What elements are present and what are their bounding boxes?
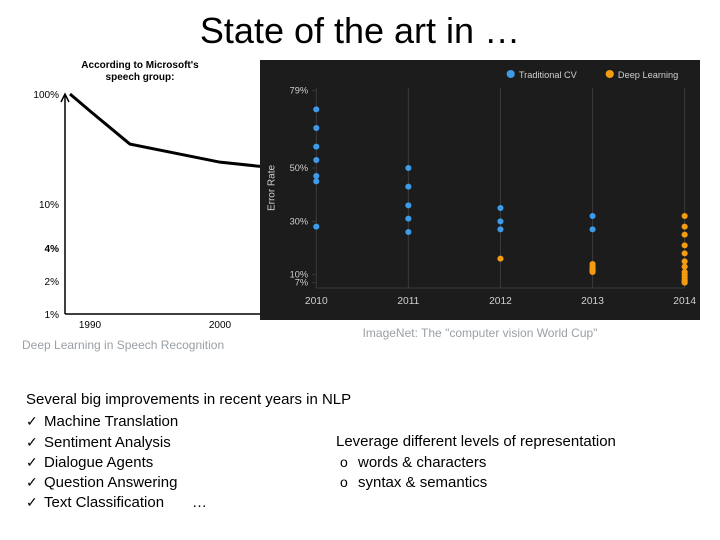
svg-text:1%: 1% — [45, 310, 60, 321]
left-chart-caption: Deep Learning in Speech Recognition — [20, 338, 260, 352]
svg-text:2000: 2000 — [209, 320, 232, 331]
svg-text:Error Rate: Error Rate — [266, 165, 277, 211]
o-list: words & characterssyntax & semantics — [336, 453, 700, 494]
o-item: words & characters — [336, 453, 700, 473]
imagenet-scatter-chart: Traditional CV Deep Learning Error Rate 201… — [260, 60, 700, 320]
slide-title: State of the art in … — [0, 0, 720, 60]
check-item: Sentiment Analysis — [26, 433, 336, 453]
intro-line: Several big improvements in recent years… — [26, 390, 700, 410]
svg-text:2011: 2011 — [397, 296, 419, 307]
svg-text:7%: 7% — [295, 278, 308, 288]
svg-text:100%: 100% — [33, 90, 59, 101]
right-chart-caption: ImageNet: The "computer vision World Cup… — [260, 326, 700, 340]
left-header-line2: speech group: — [106, 72, 175, 83]
svg-text:30%: 30% — [290, 216, 308, 226]
svg-text:2%: 2% — [45, 277, 60, 288]
left-chart-header: According to Microsoft's speech group: — [20, 60, 260, 84]
svg-text:2012: 2012 — [489, 296, 512, 307]
check-item: Machine Translation — [26, 412, 336, 432]
left-chart-container: According to Microsoft's speech group: 1… — [20, 60, 260, 352]
left-header-line1: According to Microsoft's — [81, 60, 198, 71]
svg-text:1990: 1990 — [79, 320, 102, 331]
leverage-heading: Leverage different levels of representat… — [336, 432, 700, 452]
svg-text:10%: 10% — [39, 200, 59, 211]
check-item: Text Classification… — [26, 493, 336, 513]
speech-line-chart: 100% 10% 4% 2% 1% 1990 2000 — [20, 84, 260, 334]
right-chart-container: Traditional CV Deep Learning Error Rate 201… — [260, 60, 700, 352]
svg-text:2014: 2014 — [673, 296, 696, 307]
check-list: Machine TranslationSentiment AnalysisDia… — [26, 412, 336, 513]
o-item: syntax & semantics — [336, 473, 700, 493]
svg-text:79%: 79% — [290, 86, 308, 96]
check-item: Question Answering — [26, 473, 336, 493]
check-list-column: Machine TranslationSentiment AnalysisDia… — [26, 412, 336, 513]
charts-row: According to Microsoft's speech group: 1… — [0, 60, 720, 352]
trailing-dots: … — [192, 494, 207, 511]
svg-text:Deep Learning: Deep Learning — [618, 70, 678, 80]
right-text-column: Leverage different levels of representat… — [336, 412, 700, 513]
svg-text:50%: 50% — [290, 163, 308, 173]
svg-text:4%: 4% — [45, 244, 60, 255]
svg-text:2013: 2013 — [581, 296, 604, 307]
svg-text:Traditional CV: Traditional CV — [519, 70, 578, 80]
check-item: Dialogue Agents — [26, 453, 336, 473]
svg-text:2010: 2010 — [305, 296, 328, 307]
bottom-text-block: Several big improvements in recent years… — [26, 390, 700, 514]
